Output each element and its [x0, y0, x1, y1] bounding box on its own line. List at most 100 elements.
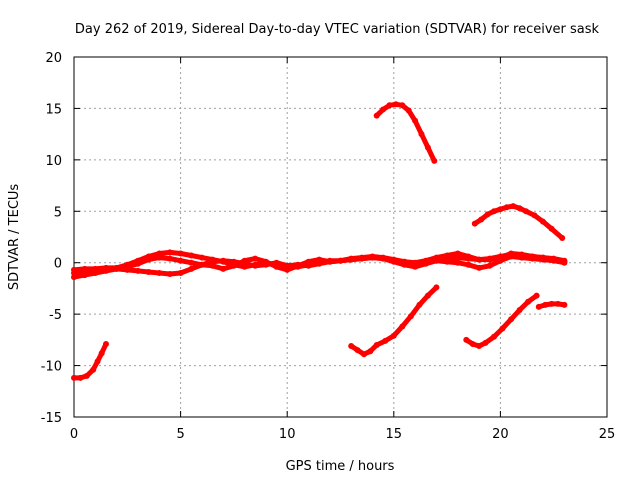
y-tick-label: -15 [41, 411, 62, 426]
data-point [463, 336, 470, 343]
data-point [156, 270, 163, 276]
data-point [508, 316, 515, 323]
data-point [71, 374, 77, 381]
data-point [177, 257, 184, 264]
data-point [518, 254, 525, 261]
data-point [369, 253, 376, 260]
data-point [367, 348, 374, 355]
data-point [124, 263, 131, 270]
data-point [424, 144, 431, 151]
data-point [83, 372, 90, 379]
data-point [407, 313, 414, 320]
y-tick-label: -5 [49, 308, 62, 323]
data-point [81, 272, 88, 279]
data-point [491, 333, 497, 340]
data-point [135, 260, 141, 267]
data-point [399, 323, 406, 330]
y-tick-label: 10 [45, 154, 62, 169]
data-point [77, 374, 84, 381]
data-point [71, 274, 77, 281]
data-point [241, 257, 248, 264]
data-point [491, 208, 497, 215]
data-point [405, 107, 412, 114]
data-point [230, 262, 237, 269]
data-point [188, 259, 195, 266]
data-point [476, 256, 483, 263]
data-point [348, 343, 355, 349]
data-point [523, 208, 529, 215]
data-point [503, 204, 510, 211]
data-point [166, 249, 173, 256]
data-point [559, 235, 566, 241]
data-point [550, 257, 557, 264]
y-tick-label: -10 [41, 360, 62, 375]
y-axis-label: SDTVAR / TECUs [7, 184, 22, 291]
data-point [156, 250, 163, 257]
data-point [486, 256, 493, 263]
data-point [484, 211, 491, 218]
data-point [220, 258, 227, 265]
data-point [508, 253, 515, 260]
x-tick-label: 5 [176, 427, 184, 442]
data-point [476, 343, 483, 349]
data-point [209, 256, 216, 263]
data-point [166, 255, 173, 262]
data-point [316, 256, 323, 263]
data-point [156, 254, 163, 261]
y-tick-label: 0 [54, 257, 62, 272]
data-point [510, 203, 517, 210]
data-point [399, 102, 406, 109]
data-point [412, 261, 419, 268]
data-point [337, 257, 344, 264]
x-axis-label: GPS time / hours [286, 459, 395, 474]
data-point [454, 250, 461, 257]
data-point [433, 284, 440, 291]
data-point [412, 117, 419, 124]
data-point [516, 205, 523, 212]
data-point [262, 258, 269, 265]
data-point [358, 254, 365, 261]
x-tick-label: 0 [70, 427, 78, 442]
data-point [361, 351, 367, 358]
data-point [90, 366, 97, 373]
data-point [548, 300, 555, 307]
data-point [166, 271, 173, 277]
data-point [241, 263, 248, 270]
data-point [382, 337, 389, 344]
x-tick-label: 10 [279, 427, 296, 442]
data-point [305, 258, 312, 265]
data-point [540, 256, 546, 263]
data-point [273, 263, 280, 270]
data-point [424, 292, 431, 299]
data-point [354, 347, 361, 354]
data-point [386, 102, 393, 109]
series-track-1 [71, 341, 109, 381]
data-point [465, 253, 472, 260]
data-point [499, 325, 506, 332]
data-point [469, 341, 476, 347]
data-point [542, 301, 549, 308]
data-point [433, 257, 440, 264]
data-point [209, 262, 216, 269]
data-point [373, 342, 380, 348]
data-point [71, 266, 77, 273]
data-point [135, 267, 141, 274]
data-point [471, 220, 478, 227]
y-tick-label: 15 [45, 102, 62, 117]
data-point [561, 301, 568, 308]
data-point [94, 358, 101, 365]
data-point [373, 112, 380, 119]
data-point [177, 270, 184, 276]
data-point [252, 255, 259, 262]
chart-title: Day 262 of 2019, Sidereal Day-to-day VTE… [75, 22, 600, 37]
data-point [188, 265, 195, 272]
data-point [220, 265, 227, 272]
data-point [476, 264, 483, 271]
data-point [103, 267, 109, 274]
y-tick-label: 20 [45, 51, 62, 66]
data-point [478, 216, 485, 223]
data-point [529, 255, 536, 262]
data-point [555, 300, 561, 307]
data-point [252, 261, 259, 268]
